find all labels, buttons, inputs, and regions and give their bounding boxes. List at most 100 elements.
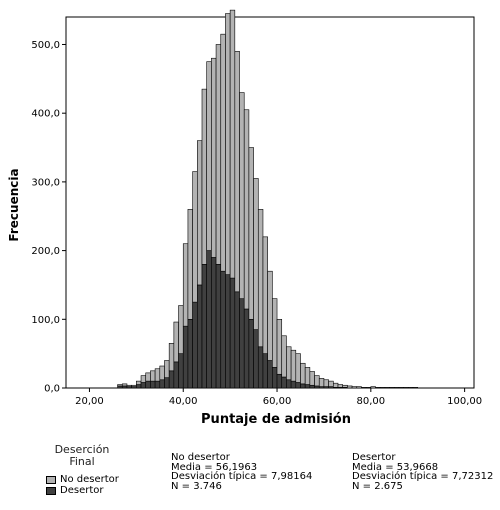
bar-no-desertor <box>286 346 292 381</box>
x-tick-label: 80,00 <box>357 396 386 407</box>
bar-desertor <box>197 284 203 389</box>
bar-no-desertor <box>126 384 132 387</box>
x-tick-label: 40,00 <box>169 396 198 407</box>
bar-desertor <box>215 264 222 389</box>
stats-media: Media = 56,1963 <box>171 461 258 473</box>
bar-desertor <box>304 384 311 389</box>
x-tick-label: 20,00 <box>75 396 104 407</box>
stats-media: Media = 53,9668 <box>352 461 439 473</box>
bar-desertor <box>290 380 297 389</box>
bar-desertor <box>121 385 128 389</box>
bar-no-desertor <box>384 387 390 389</box>
bar-no-desertor <box>351 386 358 389</box>
bar-no-desertor <box>201 88 207 265</box>
bar-no-desertor <box>314 375 320 387</box>
bar-no-desertor <box>393 387 400 389</box>
bar-desertor <box>145 380 151 389</box>
bar-no-desertor <box>337 384 343 388</box>
bar-no-desertor <box>290 349 297 382</box>
histogram-chart: 0,0 100,0 200,0 300,0 400,0 500,0 20,00 40,00 6… <box>7 9 482 427</box>
bar-desertor <box>239 298 245 389</box>
bar-no-desertor <box>211 57 217 258</box>
bar-no-desertor <box>229 9 236 279</box>
y-tick-label: 400,0 <box>31 109 60 120</box>
y-tick-label: 500,0 <box>31 40 60 51</box>
stats-n: N = 3.746 <box>171 480 222 492</box>
bar-desertor <box>248 318 254 389</box>
bar-desertor <box>225 274 231 389</box>
bar-desertor <box>267 360 273 389</box>
bar-no-desertor <box>131 384 137 387</box>
bar-no-desertor <box>257 209 264 348</box>
bar-no-desertor <box>225 13 231 275</box>
legend-label-no-desertor: No desertor <box>60 474 119 485</box>
legend-title: Deserción Final <box>52 444 112 468</box>
bar-no-desertor <box>173 321 179 363</box>
bar-no-desertor <box>187 209 193 320</box>
bar-desertor <box>309 384 315 389</box>
stats-n: N = 2.675 <box>352 480 403 492</box>
y-tick-label: 100,0 <box>31 315 60 326</box>
bar-desertor <box>140 382 147 389</box>
bar-desertor <box>286 379 292 389</box>
y-tick-label: 300,0 <box>31 177 60 188</box>
bar-no-desertor <box>408 387 414 389</box>
bar-desertor <box>276 373 283 389</box>
legend-title-line2: Final <box>69 455 95 468</box>
bar-desertor <box>164 377 170 389</box>
stats-no-desertor: No desertor Media = 56,1963 Desviación t… <box>171 453 312 491</box>
bar-no-desertor <box>389 387 395 389</box>
bar-no-desertor <box>333 382 339 388</box>
bar-desertor <box>173 361 179 389</box>
bar-no-desertor <box>117 384 123 387</box>
bar-desertor <box>192 301 198 389</box>
bar-desertor <box>187 318 193 389</box>
bar-no-desertor <box>262 236 268 354</box>
bar-no-desertor <box>253 178 259 330</box>
bar-no-desertor <box>412 387 419 389</box>
bar-desertor <box>168 370 175 389</box>
y-axis-title: Frecuencia <box>7 168 21 241</box>
bar-no-desertor <box>304 367 311 385</box>
bar-no-desertor <box>323 379 329 387</box>
bar-no-desertor <box>375 387 381 389</box>
y-axis-ticks: 0,0 100,0 200,0 300,0 400,0 500,0 <box>31 40 66 395</box>
bar-no-desertor <box>318 378 325 387</box>
bar-no-desertor <box>182 243 189 327</box>
bar-desertor <box>229 277 236 389</box>
bar-no-desertor <box>342 384 348 388</box>
bar-no-desertor <box>168 343 175 372</box>
bar-no-desertor <box>309 371 315 386</box>
bar-no-desertor <box>370 386 376 389</box>
bar-desertor <box>136 384 142 389</box>
bar-no-desertor <box>197 140 203 286</box>
legend-title-line1: Deserción <box>54 443 110 456</box>
stats-desviacion: Desviación típica = 7,72312 <box>352 471 494 482</box>
bars-group <box>117 9 419 389</box>
bar-desertor <box>234 291 240 389</box>
bar-no-desertor <box>206 61 212 251</box>
bar-no-desertor <box>295 353 301 383</box>
bar-no-desertor <box>145 372 151 382</box>
bar-desertor <box>253 329 259 389</box>
legend-swatch-desertor <box>46 486 56 495</box>
bar-no-desertor <box>178 305 184 354</box>
bar-no-desertor <box>281 335 287 378</box>
bar-desertor <box>159 379 165 389</box>
bar-no-desertor <box>220 33 226 272</box>
bar-no-desertor <box>398 387 404 389</box>
bar-no-desertor <box>300 362 306 385</box>
bar-desertor <box>314 385 320 389</box>
bar-no-desertor <box>239 92 245 299</box>
bar-no-desertor <box>272 298 278 368</box>
bar-no-desertor <box>276 318 283 375</box>
bar-desertor <box>211 257 217 389</box>
stats-desviacion: Desviación típica = 7,98164 <box>171 471 313 482</box>
bar-desertor <box>220 270 226 389</box>
bar-desertor <box>272 367 278 389</box>
x-tick-label: 60,00 <box>263 396 292 407</box>
bar-desertor <box>206 250 212 389</box>
bar-no-desertor <box>347 385 353 389</box>
y-tick-label: 0,0 <box>44 384 60 395</box>
bar-desertor <box>243 308 250 389</box>
